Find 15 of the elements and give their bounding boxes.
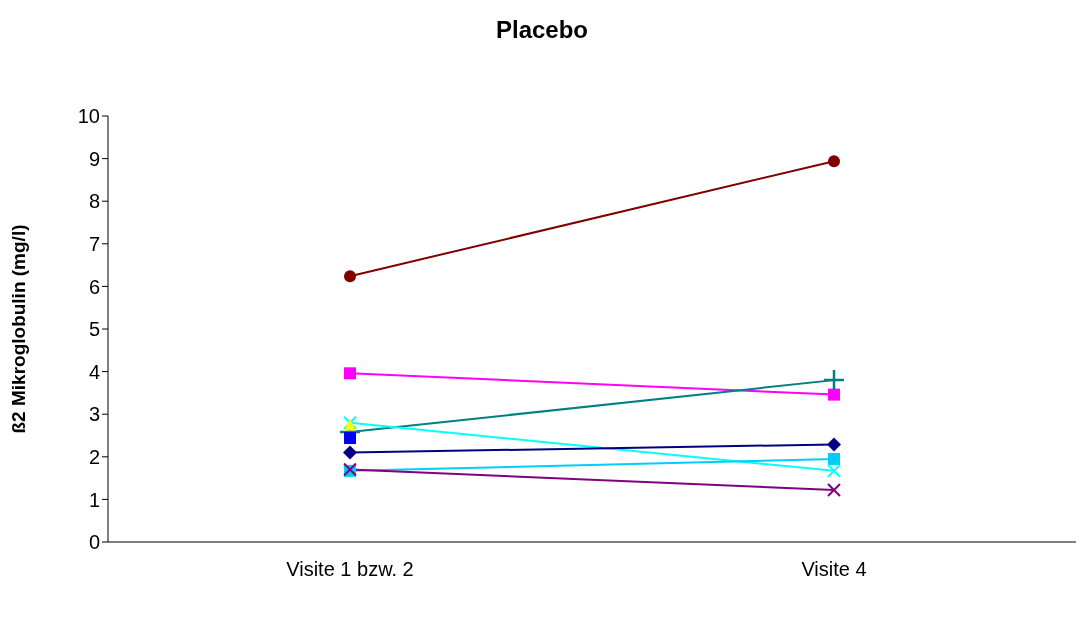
y-tick-label: 9 [88,147,100,170]
y-tick-label: 3 [88,403,100,426]
y-tick-label: 7 [88,232,100,255]
y-tick-label: 6 [88,275,100,298]
y-tick-label: 2 [88,445,100,468]
y-tick-label: 4 [88,360,100,383]
chart-title: Placebo [494,15,589,45]
y-tick-label: 0 [88,531,100,554]
y-tick-label: 10 [77,105,100,128]
x-tick-label: Visite 1 bzw. 2 [286,558,414,581]
x-tick-label: Visite 4 [801,558,867,581]
y-tick-label: 5 [88,318,100,341]
y-tick-label: 1 [88,488,100,511]
y-axis-title: ß2 Mikroglobulin (mg/l) [7,224,29,434]
y-tick-label: 8 [88,190,100,213]
